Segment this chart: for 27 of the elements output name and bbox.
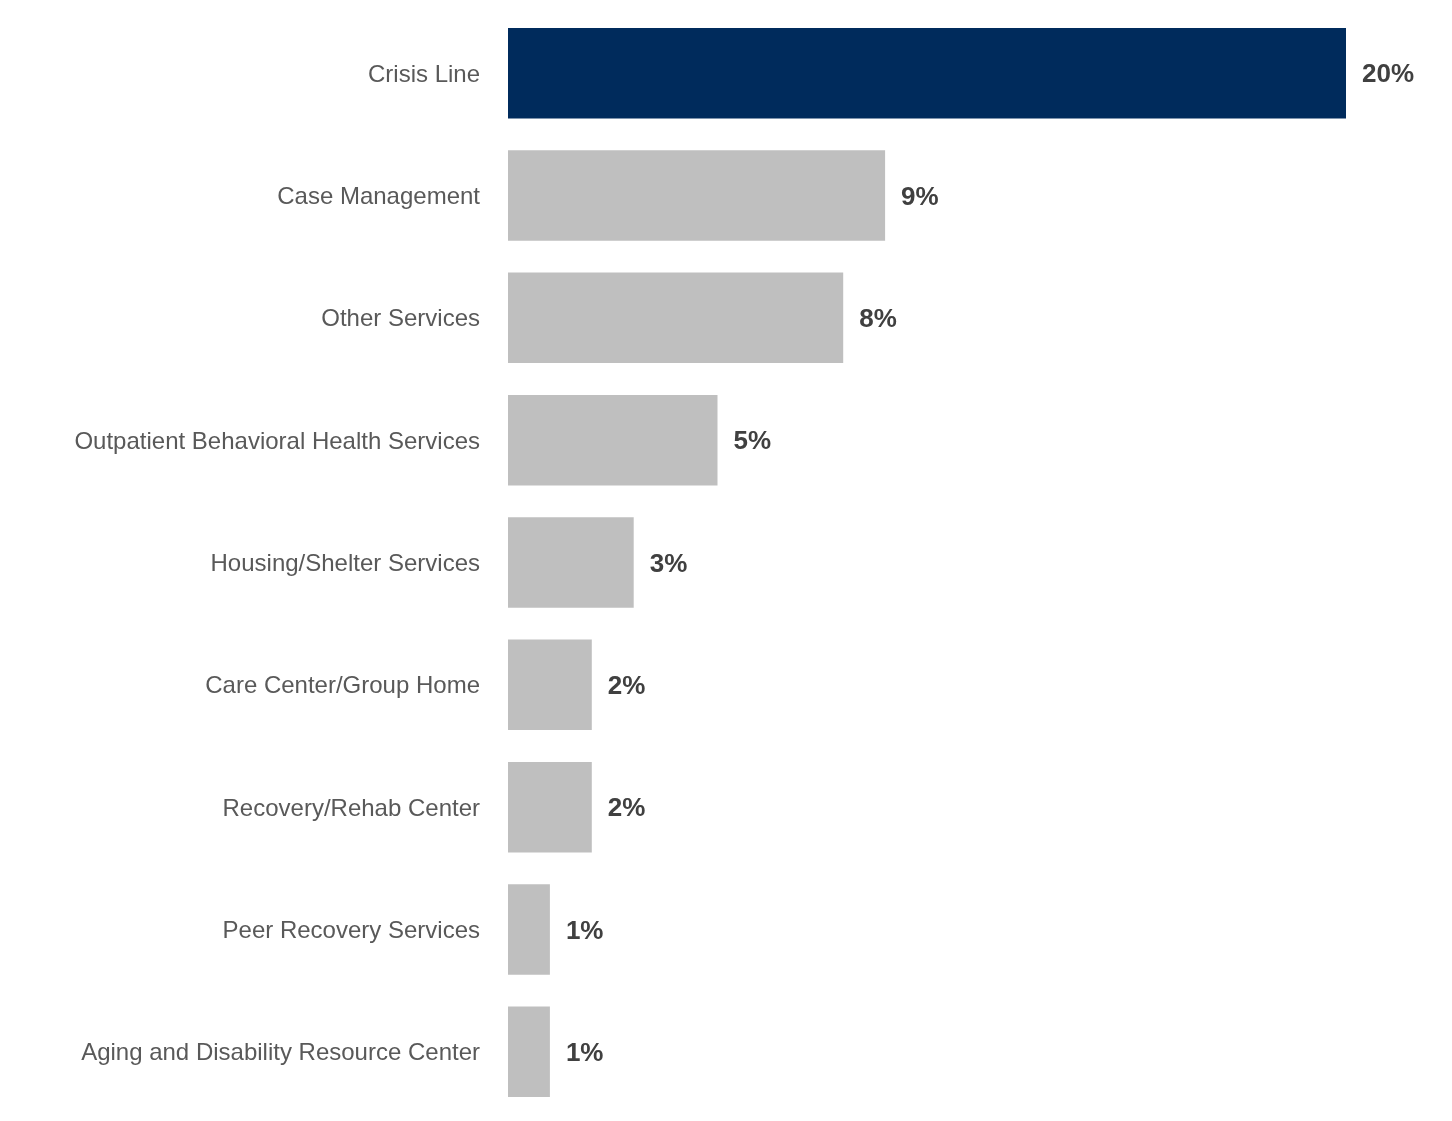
data-label: 5% bbox=[733, 425, 772, 456]
y-tick-label: Other Services bbox=[321, 304, 480, 332]
data-label: 3% bbox=[649, 547, 688, 578]
bar bbox=[508, 761, 592, 853]
bar bbox=[508, 639, 592, 731]
bar bbox=[508, 150, 886, 241]
y-tick-label: Case Management bbox=[277, 182, 481, 209]
data-label: 9% bbox=[901, 180, 939, 211]
bar bbox=[508, 394, 718, 486]
data-label: 2% bbox=[607, 792, 646, 823]
bar bbox=[508, 517, 634, 608]
bar bbox=[508, 1006, 550, 1098]
data-label: 20% bbox=[1362, 58, 1415, 89]
y-tick-label: Peer Recovery Services bbox=[222, 916, 480, 943]
y-tick-label: Recovery/Rehab Center bbox=[222, 793, 480, 821]
y-tick-label: Outpatient Behavioral Health Services bbox=[74, 426, 480, 454]
data-label: 2% bbox=[607, 669, 646, 700]
y-tick-label: Crisis Line bbox=[367, 59, 480, 87]
data-label: 1% bbox=[565, 1036, 604, 1067]
y-tick-label: Aging and Disability Resource Center bbox=[81, 1038, 480, 1066]
bar bbox=[508, 884, 550, 975]
data-label: 8% bbox=[859, 302, 897, 333]
y-tick-label: Housing/Shelter Services bbox=[210, 549, 480, 576]
bar bbox=[508, 27, 1346, 119]
y-tick-label: Care Center/Group Home bbox=[205, 671, 480, 699]
bar bbox=[508, 272, 844, 364]
data-label: 1% bbox=[565, 914, 604, 945]
